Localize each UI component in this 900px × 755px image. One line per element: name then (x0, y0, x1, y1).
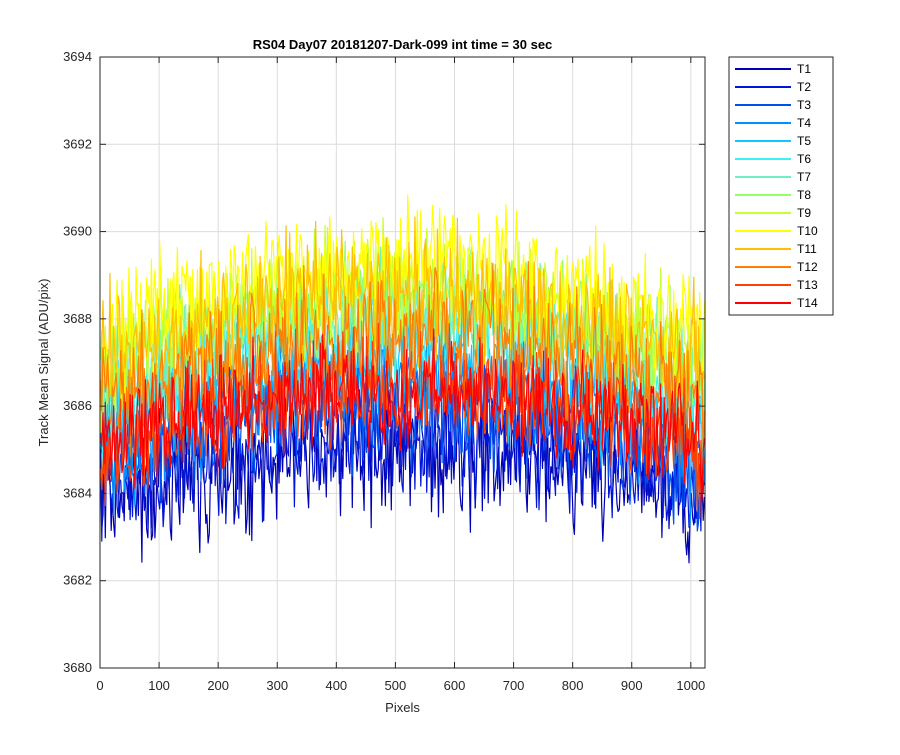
legend-label: T2 (797, 80, 811, 94)
y-axis-label: Track Mean Signal (ADU/pix) (36, 279, 51, 447)
legend-label: T12 (797, 260, 818, 274)
legend-label: T7 (797, 170, 811, 184)
y-axis-ticks: 3680 3682 3684 3686 3688 3690 3692 3694 (63, 49, 705, 675)
x-tick-label: 800 (562, 678, 584, 693)
x-tick-label: 300 (266, 678, 288, 693)
legend-label: T1 (797, 62, 811, 76)
y-tick-label: 3690 (63, 224, 92, 239)
chart-title: RS04 Day07 20181207-Dark-099 int time = … (253, 37, 553, 52)
legend-label: T14 (797, 296, 818, 310)
legend-box (728, 56, 834, 316)
series-line-t11 (100, 216, 705, 417)
x-tick-label: 900 (621, 678, 643, 693)
x-axis-label: Pixels (385, 700, 420, 715)
y-tick-label: 3692 (63, 136, 92, 151)
x-axis-ticks: 0 100 200 300 400 500 600 700 800 900 1000 (96, 57, 705, 693)
x-tick-label: 700 (503, 678, 525, 693)
plot-frame (99, 56, 706, 669)
x-tick-label: 100 (148, 678, 170, 693)
x-tick-label: 0 (96, 678, 103, 693)
legend-label: T11 (797, 242, 817, 256)
legend-label: T8 (797, 188, 811, 202)
y-tick-label: 3682 (63, 573, 92, 588)
y-tick-label: 3686 (63, 398, 92, 413)
series-line-t14 (100, 328, 705, 501)
legend-label: T5 (797, 134, 811, 148)
legend: T1 T2 T3 T4 T5 T6 T7 T8 T9 T10 T11 T12 T13 T14 (728, 56, 834, 316)
series-line-t2 (100, 365, 705, 542)
y-tick-label: 3680 (63, 660, 92, 675)
x-tick-label: 400 (325, 678, 347, 693)
legend-label: T9 (797, 206, 811, 220)
legend-label: T4 (797, 116, 811, 130)
legend-label: T3 (797, 98, 811, 112)
x-tick-label: 500 (385, 678, 407, 693)
series-lines (100, 194, 705, 564)
y-tick-label: 3688 (63, 311, 92, 326)
y-tick-label: 3694 (63, 49, 92, 64)
legend-label: T10 (797, 224, 818, 238)
x-tick-label: 600 (444, 678, 466, 693)
y-tick-label: 3684 (63, 485, 92, 500)
legend-label: T13 (797, 278, 818, 292)
x-tick-label: 1000 (676, 678, 705, 693)
x-tick-label: 200 (207, 678, 229, 693)
legend-label: T6 (797, 152, 811, 166)
